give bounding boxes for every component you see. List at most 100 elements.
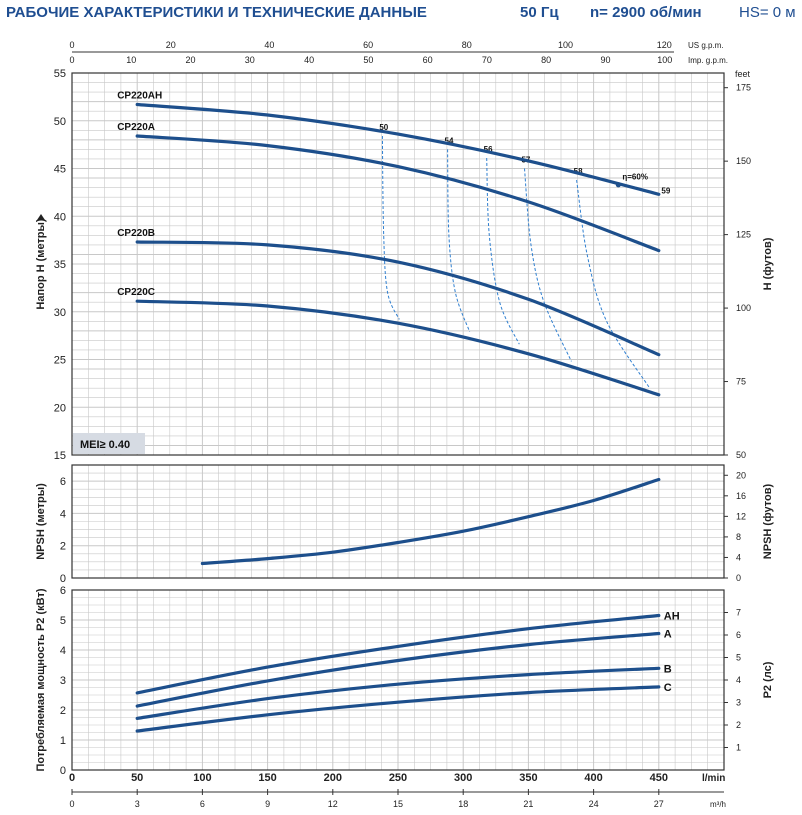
x2-tick-label: 21	[523, 799, 533, 809]
x2-tick-label: 18	[458, 799, 468, 809]
series-label: C	[664, 682, 672, 694]
top-axis-imp-tick-label: 90	[600, 55, 610, 65]
series-label: B	[664, 663, 672, 675]
power-panel: 0 1 2 3 4 5 6 1 2 3 4 5 6 7 Потребляемая мощность P2 (…	[35, 585, 774, 777]
top-axis-imp-tick-label: 40	[304, 55, 314, 65]
head-curve	[135, 240, 661, 357]
x-axis-unit: l/min	[702, 773, 725, 784]
x2-tick-label: 12	[328, 799, 338, 809]
top-axis-us-tick-label: 20	[166, 40, 176, 50]
efficiency-label: 59	[661, 186, 670, 195]
x-tick-label: 100	[193, 772, 211, 784]
efficiency-label: 56	[484, 145, 493, 154]
y-tick-label: 55	[54, 68, 66, 80]
top-axis-imp-tick-label: 100	[657, 55, 672, 65]
plot-frame	[71, 72, 725, 456]
series-label: CP220B	[117, 228, 155, 239]
power-curve	[135, 666, 661, 720]
efficiency-line	[447, 149, 471, 332]
y-axis-title: NPSH (метры)	[35, 483, 47, 560]
y-tick-label: 2	[60, 705, 66, 717]
y-tick-label: 3	[60, 675, 66, 687]
x2-tick-label: 6	[200, 799, 205, 809]
power-curve	[135, 685, 661, 733]
efficiency-line	[576, 179, 651, 389]
y2-tick-label: 3	[736, 698, 741, 708]
efficiency-label: 50	[379, 123, 388, 132]
y-tick-label: 30	[54, 307, 66, 319]
mei-label: MEI≥ 0.40	[80, 439, 130, 451]
mei-badge	[73, 433, 145, 454]
x-tick-label: 150	[258, 772, 276, 784]
y2-tick-label: 50	[736, 450, 746, 460]
y-axis-title: Напор H (метры)	[35, 218, 47, 309]
y-tick-label: 25	[54, 355, 66, 367]
efficiency-label: 58	[574, 167, 583, 176]
top-axis-imp-tick-label: 10	[126, 55, 136, 65]
top-axis-imp-tick-label: 30	[245, 55, 255, 65]
y-tick-label: 5	[60, 615, 66, 627]
x2-axis-unit: m³/h	[710, 800, 726, 809]
x-tick-label: 50	[131, 772, 143, 784]
y2-tick-label: 12	[736, 511, 746, 521]
eta-label: η=60%	[622, 173, 648, 182]
efficiency-line	[486, 157, 520, 345]
eta-marker	[615, 182, 621, 188]
head-curve	[135, 299, 661, 397]
power-curve	[135, 613, 661, 695]
y-tick-label: 6	[60, 476, 66, 488]
y2-tick-label: 20	[736, 470, 746, 480]
efficiency-line	[524, 168, 572, 362]
y-tick-label: 40	[54, 211, 66, 223]
y-tick-label: 45	[54, 164, 66, 176]
top-axis-us-tick-label: 60	[363, 40, 373, 50]
x2-tick-label: 0	[69, 799, 74, 809]
efficiency-label: 54	[445, 136, 454, 145]
top-axis-imp-tick-label: 70	[482, 55, 492, 65]
y2-axis-title: P2 (лс)	[762, 661, 774, 698]
series-label: CP220AH	[117, 91, 162, 102]
x-tick-label: 450	[650, 772, 668, 784]
y2-axis-title: NPSH (футов)	[762, 483, 774, 559]
y2-tick-label: 2	[736, 720, 741, 730]
y-tick-label: 15	[54, 450, 66, 462]
y2-axis-title: H (футов)	[762, 237, 774, 290]
chart-title: РАБОЧИЕ ХАРАКТЕРИСТИКИ И ТЕХНИЧЕСКИЕ ДАН…	[6, 4, 427, 21]
y-tick-label: 6	[60, 585, 66, 597]
npsh-curve	[200, 477, 661, 566]
frequency-label: 50 Гц	[520, 4, 559, 21]
y2-tick-label: 4	[736, 552, 741, 562]
top-axis-us-tick-label: 100	[558, 40, 573, 50]
y2-tick-label: 150	[736, 156, 751, 166]
x2-tick-label: 9	[265, 799, 270, 809]
top-axis-imp-tick-label: 0	[69, 55, 74, 65]
top-axis-us-tick-label: 40	[264, 40, 274, 50]
top-axis-us-tick-label: 0	[69, 40, 74, 50]
y2-tick-label: 16	[736, 491, 746, 501]
speed-label: n= 2900 об/мин	[590, 4, 702, 21]
plot-frame	[71, 464, 725, 579]
power-curve	[135, 631, 661, 708]
y-axis-title: Потребляемая мощность P2 (кВт)	[35, 588, 47, 771]
top-axis-imp-tick-label: 80	[541, 55, 551, 65]
head-panel: 15 20 25 30 35 40 45 50 55 50 75 100 125 150 175 Напор …	[35, 68, 774, 462]
y2-tick-label: 1	[736, 743, 741, 753]
x2-tick-label: 15	[393, 799, 403, 809]
y-tick-label: 35	[54, 259, 66, 271]
y2-tick-label: 5	[736, 653, 741, 663]
x-tick-label: 0	[69, 772, 75, 784]
y2-tick-label: 4	[736, 675, 741, 685]
x-tick-label: 400	[584, 772, 602, 784]
y-tick-label: 2	[60, 541, 66, 553]
x-tick-label: 200	[324, 772, 342, 784]
x-tick-label: 350	[519, 772, 537, 784]
series-label: CP220A	[117, 122, 155, 133]
top-axis-imp-unit: Imp. g.p.m.	[688, 56, 728, 65]
y-tick-label: 1	[60, 735, 66, 747]
x-tick-label: 300	[454, 772, 472, 784]
head-curve	[135, 134, 661, 253]
top-axis-us-unit: US g.p.m.	[688, 41, 724, 50]
y2-tick-label: 100	[736, 303, 751, 313]
top-axis-imp-tick-label: 60	[423, 55, 433, 65]
top-axis-us-tick-label: 120	[657, 40, 672, 50]
